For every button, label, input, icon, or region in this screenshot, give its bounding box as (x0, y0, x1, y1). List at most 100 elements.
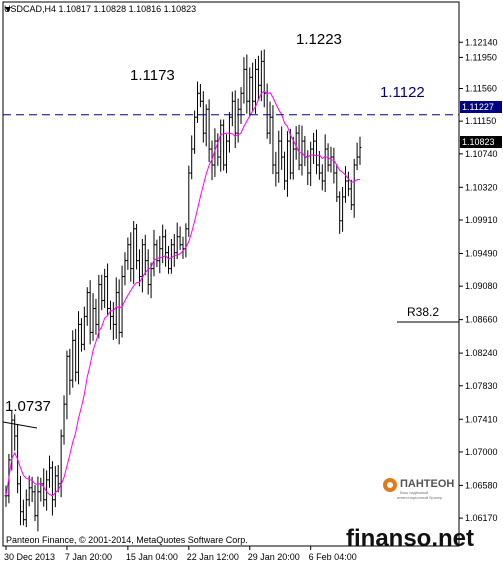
ohlc-bar (317, 150, 321, 180)
ohlc-bar (24, 489, 28, 528)
ohlc-bar (262, 49, 266, 108)
y-tick-label: 1.08240 (465, 348, 498, 358)
ohlc-bar (225, 134, 229, 174)
ohlc-bar (190, 135, 194, 180)
ohlc-bar (106, 263, 110, 315)
ohlc-bar (120, 265, 124, 338)
ohlc-bar (13, 414, 17, 451)
ohlc-bar (280, 126, 284, 170)
ohlc-bar (62, 395, 66, 445)
x-tick-label: 15 Jan 04:00 (126, 552, 178, 562)
y-tick-label: 1.09080 (465, 281, 498, 291)
dropdown-triangle-icon (5, 7, 11, 12)
x-tick-label: 22 Jan 12:00 (187, 552, 239, 562)
x-tick-label: 29 Jan 20:00 (248, 552, 300, 562)
ohlc-bar (21, 499, 25, 526)
ohlc-bar (74, 328, 78, 382)
ohlc-bar (19, 475, 23, 526)
ohlc-bar (68, 348, 72, 395)
ohlc-bar (312, 132, 316, 164)
ohlc-bar (309, 141, 313, 187)
annotation-r38: R38.2 (407, 305, 439, 319)
annotation-1073: 1.0737 (5, 398, 51, 415)
logo-mark-inner (387, 482, 393, 488)
ohlc-bar (283, 151, 287, 190)
ohlc-bar (338, 191, 342, 234)
ohlc-bar (143, 234, 147, 276)
ohlc-bar (71, 330, 75, 388)
ohlc-bar (245, 54, 249, 114)
current-price-tag (460, 136, 502, 148)
ohlc-bar (111, 302, 115, 341)
hline-price-tag (460, 101, 502, 113)
ohlc-bar (178, 226, 182, 251)
ohlc-bar (108, 300, 112, 330)
x-tick-label: 7 Jan 20:00 (65, 552, 112, 562)
ohlc-bar (33, 485, 37, 522)
plot-frame (2, 1, 460, 547)
y-tick-label: 1.11950 (465, 52, 497, 62)
current-price-label: 1.10823 (462, 137, 495, 147)
ohlc-bar (100, 274, 104, 311)
ohlc-bar (248, 67, 252, 117)
ohlc-bar (155, 239, 159, 268)
ohlc-bar (297, 124, 301, 171)
y-tick-label: 1.12140 (465, 37, 498, 47)
ohlc-bar (196, 81, 200, 123)
y-tick-label: 1.10320 (465, 182, 498, 192)
ohlc-bar (352, 158, 356, 218)
logo-subtext-1: Ваш надёжный (400, 490, 428, 495)
ohlc-bar (239, 87, 243, 125)
ohlc-bar (135, 223, 139, 270)
ohlc-bar (213, 128, 217, 177)
y-tick-label: 1.09910 (465, 215, 498, 225)
y-tick-label: 1.11560 (465, 83, 497, 93)
ohlc-bar (294, 126, 298, 160)
ohlc-bar (187, 165, 191, 237)
ohlc-bar (132, 221, 136, 285)
ohlc-bar (91, 293, 95, 341)
ohlc-bar (201, 91, 205, 143)
ohlc-bar (341, 187, 345, 232)
ohlc-bar (320, 164, 324, 191)
y-tick-label: 1.06580 (465, 480, 498, 490)
ohlc-bar (332, 147, 336, 184)
ohlc-bar (82, 306, 86, 351)
ohlc-bar (65, 350, 69, 420)
ohlc-bar (97, 274, 101, 339)
ohlc-bar (216, 133, 220, 166)
y-tick-label: 1.07000 (465, 447, 498, 457)
ohlc-bar (207, 99, 211, 163)
ohlc-bar (77, 311, 81, 385)
ohlc-bar (172, 233, 176, 267)
ohlc-bar (288, 128, 292, 180)
ohlc-bar (349, 179, 353, 210)
ohlc-bar (117, 279, 121, 345)
y-tick-label: 1.09490 (465, 248, 498, 258)
ohlc-bar (146, 249, 150, 295)
y-axis: 1.12140 1.11950 1.11560 1.11150 1.10740 1.103… (459, 37, 498, 523)
logo-subtext-2: инвестиционный брокер (397, 495, 443, 500)
y-tick-label: 1.11150 (465, 116, 496, 126)
ohlc-bar (256, 55, 260, 101)
annotation-high: 1.1223 (296, 31, 342, 48)
ohlc-bar (175, 222, 179, 260)
ohlc-bar (222, 119, 226, 171)
site-watermark: finanso.net (346, 525, 474, 552)
ohlc-bar (193, 110, 197, 154)
y-tick-label: 1.10740 (465, 149, 498, 159)
y-tick-label: 1.07410 (465, 414, 498, 424)
panteon-logo: ПАНТЕОН Ваш надёжный инвестиционный брок… (383, 478, 454, 500)
y-tick-label: 1.08660 (465, 315, 498, 325)
x-tick-label: 6 Feb 04:00 (309, 552, 357, 562)
ohlc-bar (268, 101, 272, 145)
ohlc-bar (126, 237, 130, 270)
copyright-text: Panteon Finance, © 2001-2014, MetaQuotes… (6, 535, 248, 545)
ohlc-bar (230, 91, 234, 127)
ohlc-bar (36, 476, 40, 532)
ohlc-bar (358, 136, 362, 165)
ohlc-bar (114, 277, 118, 339)
ohlc-bar (300, 125, 304, 176)
chart-title: USDCAD,H4 1.10817 1.10828 1.10816 1.1082… (4, 4, 196, 14)
